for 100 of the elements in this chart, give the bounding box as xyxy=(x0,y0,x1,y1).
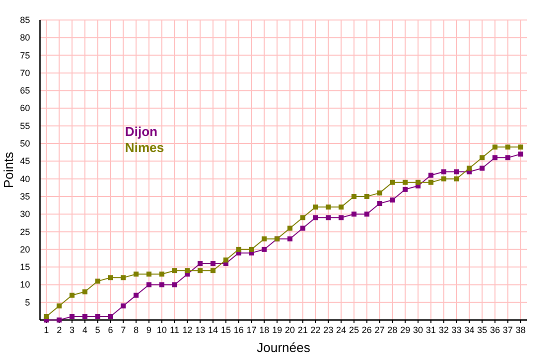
point xyxy=(505,144,510,150)
point xyxy=(210,261,216,266)
point xyxy=(262,236,267,242)
point xyxy=(223,258,228,262)
point xyxy=(351,212,356,217)
x-tick-label: 36 xyxy=(490,325,500,335)
point xyxy=(70,314,75,319)
point xyxy=(172,268,178,274)
x-tick-label: 3 xyxy=(70,325,75,335)
point xyxy=(441,169,446,174)
y-tick-label: 40 xyxy=(20,174,30,184)
point xyxy=(146,282,152,288)
point xyxy=(146,272,152,277)
point xyxy=(287,236,292,242)
point xyxy=(210,268,216,274)
x-tick-label: 35 xyxy=(477,325,488,335)
point xyxy=(70,292,75,298)
y-tick-label: 30 xyxy=(20,209,30,220)
text: Nimes xyxy=(125,140,164,155)
point xyxy=(326,204,331,210)
point xyxy=(466,166,472,171)
x-tick-label: 34 xyxy=(464,325,474,335)
x-tick-label: 30 xyxy=(413,325,424,335)
point xyxy=(518,152,524,157)
x-tick-label: 11 xyxy=(170,325,180,335)
x-tick-label: 13 xyxy=(195,325,206,335)
point xyxy=(300,215,306,220)
y-tick-label: 10 xyxy=(20,280,30,290)
x-tick-label: 17 xyxy=(246,325,256,335)
x-tick-label: 26 xyxy=(362,325,372,335)
point xyxy=(313,215,318,220)
point xyxy=(44,314,49,319)
point xyxy=(480,166,485,171)
point xyxy=(108,314,113,319)
x-tick-label: 5 xyxy=(95,325,100,335)
point xyxy=(248,246,254,252)
point xyxy=(159,282,164,288)
y-tick-label: 75 xyxy=(20,50,30,60)
point xyxy=(120,275,126,280)
point xyxy=(236,246,242,252)
y-tick-label: 35 xyxy=(20,191,30,202)
point xyxy=(338,204,344,210)
point xyxy=(159,272,164,277)
y-axis-title: Points xyxy=(1,151,16,188)
point xyxy=(134,272,139,277)
y-tick-label: 60 xyxy=(20,103,30,114)
point xyxy=(492,155,498,160)
x-tick-label: 10 xyxy=(156,325,167,335)
point xyxy=(377,201,382,206)
y-tick-label: 80 xyxy=(20,32,30,43)
y-tick-label: 20 xyxy=(20,244,30,254)
x-tick-label: 22 xyxy=(310,325,321,335)
point xyxy=(416,180,421,185)
point xyxy=(172,282,178,288)
y-tick-label: 50 xyxy=(20,138,30,149)
point xyxy=(480,155,485,160)
point xyxy=(184,268,190,274)
point xyxy=(198,261,203,266)
point xyxy=(95,278,100,284)
x-tick-label: 37 xyxy=(502,325,513,335)
point xyxy=(428,180,434,185)
x-tick-label: 32 xyxy=(438,325,449,335)
point xyxy=(441,176,446,182)
x-tick-label: 38 xyxy=(516,325,526,335)
x-tick-label: 16 xyxy=(234,325,244,335)
point xyxy=(351,194,356,199)
x-tick-label: 24 xyxy=(336,325,346,335)
y-tick-label: 45 xyxy=(20,156,30,166)
point xyxy=(402,180,408,185)
point xyxy=(454,176,460,182)
text: Dijon xyxy=(125,124,158,139)
point xyxy=(134,292,139,298)
x-tick-label: 23 xyxy=(323,325,334,335)
x-tick-label: 9 xyxy=(146,325,152,335)
x-tick-label: 31 xyxy=(426,325,436,335)
x-tick-label: 19 xyxy=(272,325,282,335)
x-tick-label: 33 xyxy=(452,325,462,335)
point xyxy=(120,303,126,308)
point xyxy=(300,226,306,231)
x-tick-label: 7 xyxy=(120,325,126,335)
point xyxy=(492,144,498,150)
point xyxy=(262,246,267,252)
point xyxy=(82,314,88,319)
point xyxy=(390,198,395,202)
x-tick-label: 27 xyxy=(374,325,385,335)
x-tick-label: 6 xyxy=(108,325,113,335)
x-tick-label: 14 xyxy=(208,325,218,335)
x-tick-label: 25 xyxy=(348,325,359,335)
point xyxy=(56,303,62,308)
y-tick-label: 25 xyxy=(20,226,30,237)
y-tick-label: 15 xyxy=(20,262,30,272)
point xyxy=(326,215,331,220)
y-tick-label: 55 xyxy=(20,120,30,131)
point xyxy=(390,180,395,185)
x-tick-label: 8 xyxy=(134,325,139,335)
x-tick-label: 20 xyxy=(284,325,295,335)
y-tick-label: 70 xyxy=(20,68,30,78)
x-tick-label: 18 xyxy=(259,325,270,335)
point xyxy=(518,144,524,150)
x-axis-title: Journées xyxy=(256,340,311,355)
